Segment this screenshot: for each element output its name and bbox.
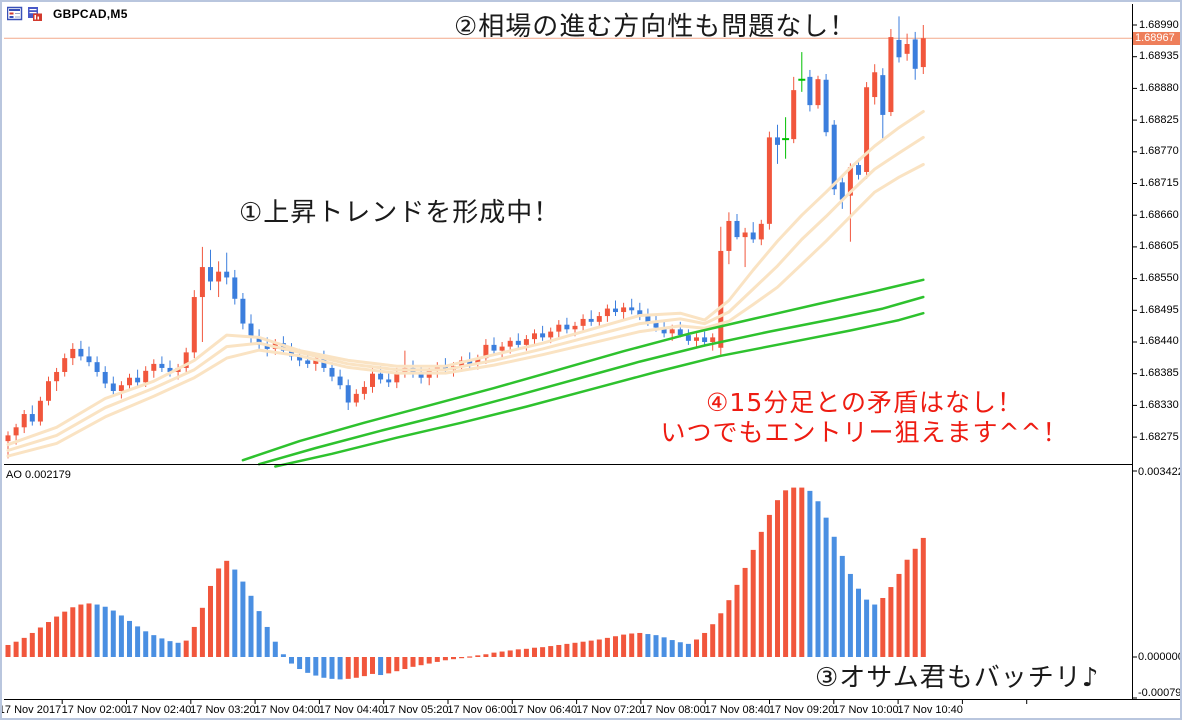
price-axis-label: 1.68275: [1139, 430, 1179, 443]
time-axis-label: 17 Nov 05:20: [383, 704, 449, 716]
annotation-entry-ok-line2: いつでもエントリー狙えます^^！: [660, 418, 1069, 447]
annotation-uptrend-forming: ①上昇トレンドを形成中！: [239, 198, 561, 228]
time-axis-label: 17 Nov 06:00: [447, 704, 513, 716]
price-axis-label: 1.68660: [1139, 208, 1179, 221]
price-axis-label: 1.68385: [1139, 367, 1179, 380]
time-axis-label: 17 Nov 10:00: [833, 704, 899, 716]
time-axis-label: 17 Nov 09:20: [768, 704, 835, 716]
time-axis-label: 17 Nov 02:00: [61, 704, 128, 716]
annotation-entry-ok-line1: ④15分足との矛盾はなし！: [706, 388, 1023, 417]
indicator-label: AO 0.002179: [6, 469, 71, 481]
time-axis-label: 17 Nov 10:40: [897, 704, 963, 716]
price-axis-label: 1.68495: [1139, 303, 1179, 316]
price-axis-label: 1.68550: [1139, 272, 1179, 285]
chart-titlebar: GBPCAD,M5: [6, 6, 128, 22]
time-axis-label: 17 Nov 02:40: [125, 704, 192, 716]
chart-symbol-title: GBPCAD,M5: [53, 7, 128, 21]
time-axis-label: 17 Nov 04:00: [254, 704, 320, 716]
price-axis-label: 1.68770: [1139, 145, 1179, 158]
time-axis-label: 17 Nov 08:00: [640, 704, 706, 716]
time-axis-label: 17 Nov 06:40: [511, 704, 578, 716]
price-axis-label: 1.68825: [1139, 113, 1179, 126]
chart-window-icon[interactable]: [6, 6, 23, 22]
annotation-oscillator-ok: ③オサム君もバッチリ♪: [815, 663, 1100, 693]
price-axis-label: 1.68440: [1139, 335, 1179, 348]
time-axis-label: 17 Nov 04:40: [318, 704, 385, 716]
time-axis-label: 17 Nov 2017: [0, 704, 62, 716]
price-axis-label: 1.68715: [1139, 176, 1179, 189]
time-axis-label: 17 Nov 07:20: [575, 704, 642, 716]
price-axis-label: 1.68605: [1139, 240, 1179, 253]
time-axis-label: 17 Nov 03:20: [190, 704, 256, 716]
price-axis-label: 1.68880: [1139, 81, 1179, 94]
price-axis-label: 1.68330: [1139, 398, 1179, 411]
time-axis-label: 17 Nov 08:40: [704, 704, 771, 716]
annotation-entry-ok: ④15分足との矛盾はなし！ いつでもエントリー狙えます^^！: [657, 388, 1072, 448]
chart-template-icon[interactable]: [27, 6, 43, 22]
current-price-value: 1.68967: [1135, 32, 1175, 44]
price-axis-label: 1.68935: [1139, 50, 1179, 63]
annotation-trend-direction: ②相場の進む方向性も問題なし！: [454, 12, 857, 42]
current-price-box: 1.68967: [1133, 32, 1180, 45]
indicator-axis-label: 0.000000: [1138, 650, 1182, 663]
price-axis-label: 1.68990: [1139, 18, 1179, 31]
indicator-axis-label: 0.003422: [1138, 465, 1182, 478]
indicator-axis-label: -0.000798: [1138, 686, 1182, 699]
